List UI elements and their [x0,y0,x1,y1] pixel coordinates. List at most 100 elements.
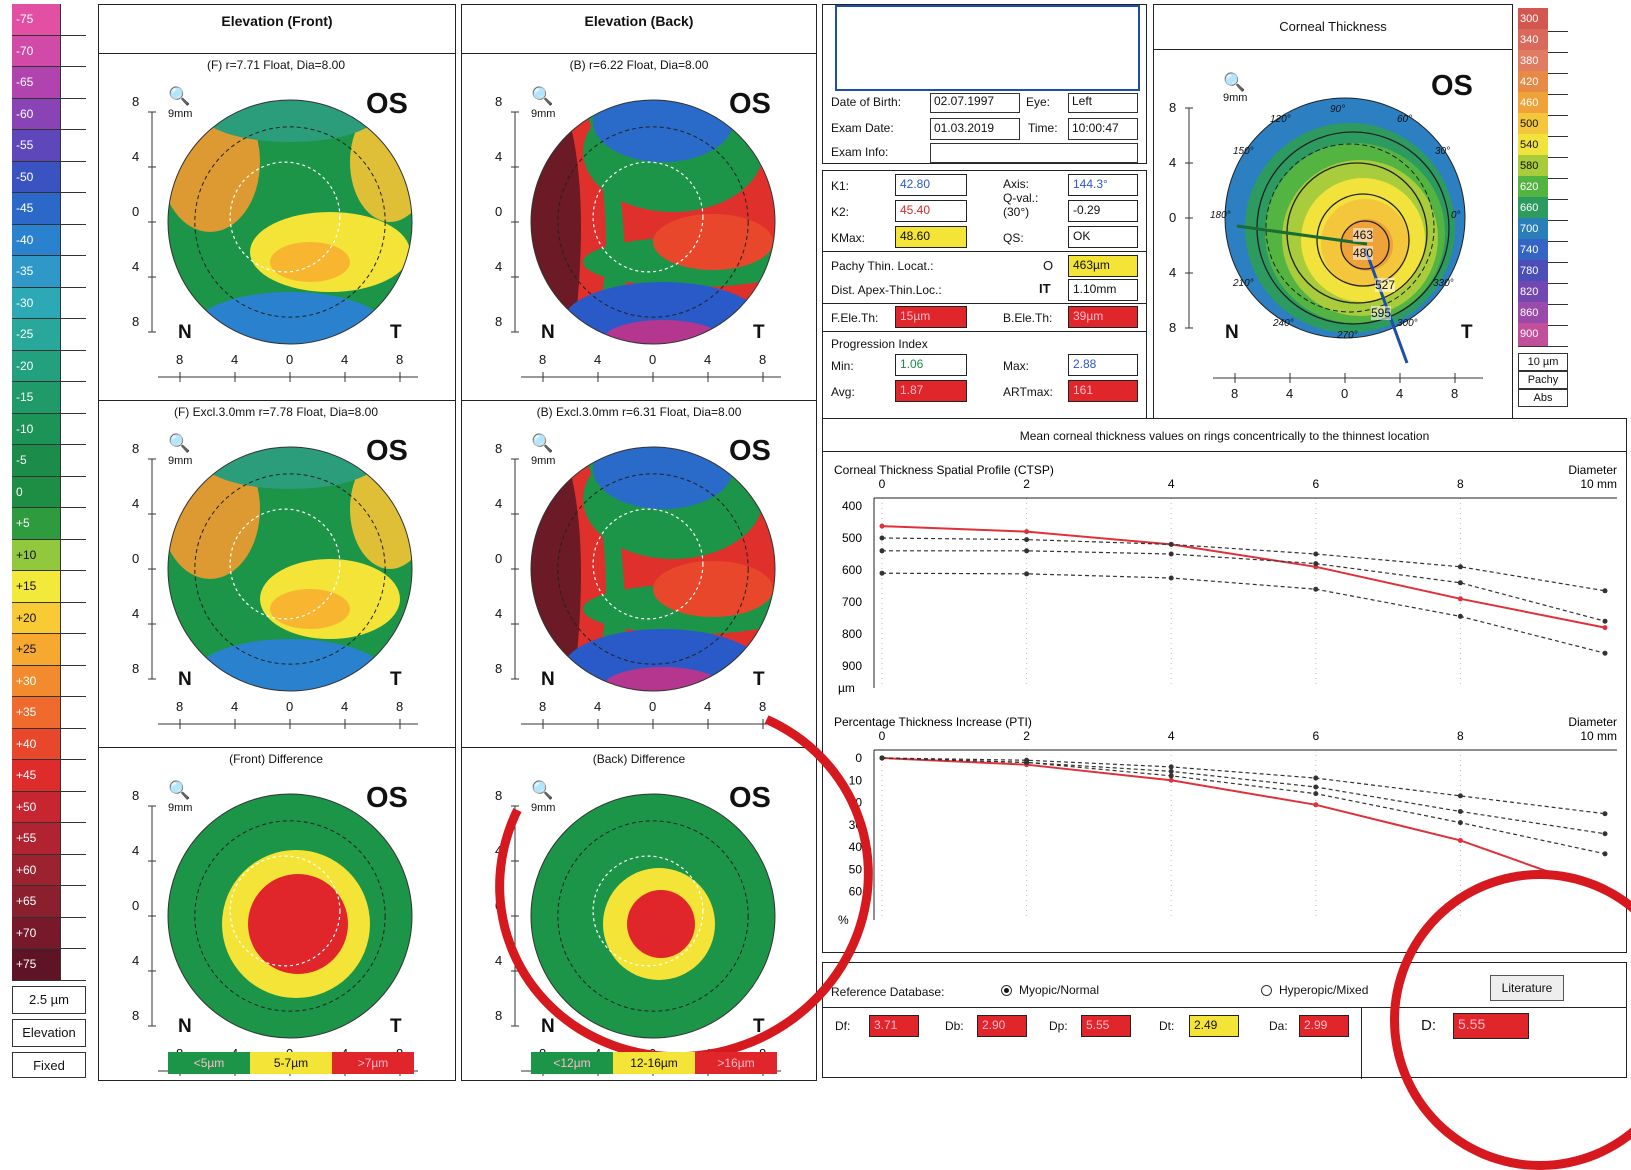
thickness-lens-label: 9mm [1223,92,1248,104]
front-excl-map-x-tick: 4 [231,699,239,714]
front-excl-map-x-tick: 8 [396,699,404,714]
legend-segment: 12-16µm [613,1052,695,1074]
chart-series-line [881,757,1606,835]
colorbar-swatch: -45 [12,193,60,224]
colorbar-swatch: -70 [12,35,60,66]
thickness-scale-entry: 860 [1518,302,1568,326]
artmax-label: ARTmax: [1003,385,1053,399]
colorbar-tick [60,98,86,129]
thickness-scale-swatch: 620 [1518,176,1548,199]
back-difference-map-temporal-label: T [753,1016,765,1037]
colorbar-tick [60,193,86,224]
colorbar-swatch: +35 [12,697,60,728]
time-label: Time: [1028,121,1058,135]
chart-point [1168,764,1174,770]
thickness-scale-label: 900 [1520,328,1539,340]
myopic-radio[interactable] [1001,985,1012,996]
colorbar-tick [60,224,86,255]
thickness-nasal-label: N [1225,322,1239,343]
front-excl-map-magnifier-icon: 🔍 [168,433,191,453]
fele-label: F.Ele.Th: [831,311,879,325]
colorbar-tick [60,445,86,476]
charts-header: Mean corneal thickness values on rings c… [1019,429,1430,443]
chart-ylabel: % [838,913,849,927]
back-excl-map [511,446,781,729]
chart-ylabel: µm [838,681,855,695]
colorbar-label: -40 [16,232,34,247]
colorbar-tick [60,413,86,444]
thickness-type[interactable]: Pachy [1518,371,1568,389]
colorbar-swatch: +40 [12,728,60,759]
colorbar-entry: -70 [12,35,86,67]
min-value: 1.06 [895,354,967,376]
chart-y-tick: 0 [855,751,862,765]
colorbar-step: 2.5 µm [12,986,86,1014]
colorbar-label: +55 [16,831,37,845]
thickness-scale-label: 740 [1520,244,1539,256]
thickness-scale-swatch: 540 [1518,134,1548,157]
colorbar-entry: +50 [12,791,86,823]
chart-point [1313,784,1319,790]
chart-x-tick: 6 [1312,477,1319,491]
chart-point [879,523,885,529]
front-elevation-map-x-tick: 4 [341,352,349,367]
colorbar-label: -10 [16,421,34,436]
chart-y-tick: 800 [842,627,862,641]
colorbar-label: -5 [16,453,27,467]
colorbar-entry: -15 [12,382,86,414]
front-excl-map-caption: (F) Excl.3.0mm r=7.78 Float, Dia=8.00 [173,405,379,419]
chart-point [1024,571,1030,577]
thickness-scale-entry: 700 [1518,218,1568,242]
eye-value: Left [1068,93,1138,113]
back-elevation-map-y-tick: 4 [495,149,503,164]
chart-x-tick: 4 [1168,729,1175,743]
thickness-scale-label: 380 [1520,55,1539,67]
chart-series-line [882,550,1606,622]
back-elevation-map-y-tick: 8 [495,94,503,109]
colorbar-entry: -45 [12,193,86,225]
fele-value: 15µm [895,306,967,328]
back-excl-map-y-tick: 4 [495,606,503,621]
colorbar-label: +60 [16,862,37,877]
colorbar-swatch: +30 [12,665,60,696]
angle-label: 30° [1435,146,1451,157]
dob-value: 02.07.1997 [930,93,1020,113]
colorbar-swatch: -65 [12,67,60,98]
colorbar-swatch: 0 [12,476,60,507]
colorbar-entry: -20 [12,350,86,382]
colorbar-label: +5 [16,516,30,530]
colorbar-tick [60,319,86,350]
colorbar-tick [60,917,86,948]
contour-label: 595 [1371,306,1392,320]
dp-value: 5.55 [1081,1015,1131,1037]
chart-y-tick: 40 [849,840,863,854]
colorbar-scale[interactable]: Fixed [12,1052,86,1078]
artmax-value: 161 [1068,380,1138,402]
front-elevation-map-y-tick: 4 [132,149,140,164]
back-difference-map-y-tick: 4 [495,843,503,858]
colorbar-swatch: -40 [12,224,60,255]
dt-label: Dt: [1159,1019,1175,1033]
colorbar-entry: -55 [12,130,86,162]
thickness-scale-label: 660 [1520,202,1539,214]
chart-x-tick: 8 [1457,477,1464,491]
thickness-mode[interactable]: Abs [1518,389,1568,407]
colorbar-swatch: -5 [12,445,60,476]
colorbar-entry: -10 [12,413,86,445]
colorbar-tick [60,130,86,161]
colorbar-mode[interactable]: Elevation [12,1019,86,1047]
chart-point [1024,537,1030,543]
hyperopic-radio[interactable] [1261,985,1272,996]
colorbar-entry: -35 [12,256,86,288]
back-elevation-map-x-tick: 4 [594,352,602,367]
chart-point [1024,529,1030,535]
thickness-scale-swatch: 780 [1518,260,1548,283]
legend-segment: >16µm [695,1052,777,1074]
colorbar-entry: +45 [12,760,86,792]
back-excl-map-temporal-label: T [753,669,765,690]
colorbar-tick [60,476,86,507]
thickness-y-tick: 8 [1169,320,1177,335]
back-difference-map-y-tick: 4 [495,953,503,968]
chart-point [1313,586,1319,592]
front-excl-map-x-tick: 0 [286,699,294,714]
